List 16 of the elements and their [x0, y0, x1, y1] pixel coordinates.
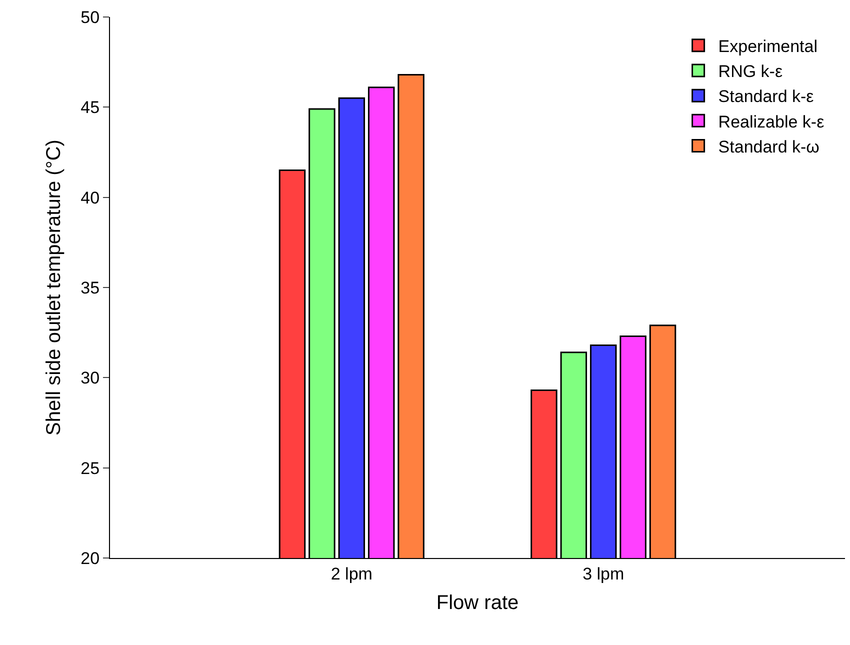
legend-label: Experimental [718, 37, 818, 56]
y-tick-label: 20 [80, 548, 100, 568]
y-tick-label: 25 [80, 458, 100, 478]
x-tick-label: 2 lpm [330, 564, 372, 584]
y-tick-label: 30 [80, 368, 100, 388]
y-tick-label: 35 [80, 278, 100, 298]
legend-label: Realizable k-ε [718, 112, 825, 132]
legend-label: RNG k-ε [718, 62, 783, 82]
y-tick-label: 45 [80, 98, 100, 118]
legend-label: Standard k-ω [718, 137, 820, 156]
x-axis-title: Flow rate [436, 592, 519, 614]
x-tick-label: 3 lpm [582, 564, 624, 584]
y-tick-label: 50 [80, 8, 100, 27]
y-tick-label: 40 [80, 188, 100, 208]
y-axis-title: Shell side outlet temperature (°C) [43, 140, 66, 436]
legend-label: Standard k-ε [718, 87, 814, 106]
